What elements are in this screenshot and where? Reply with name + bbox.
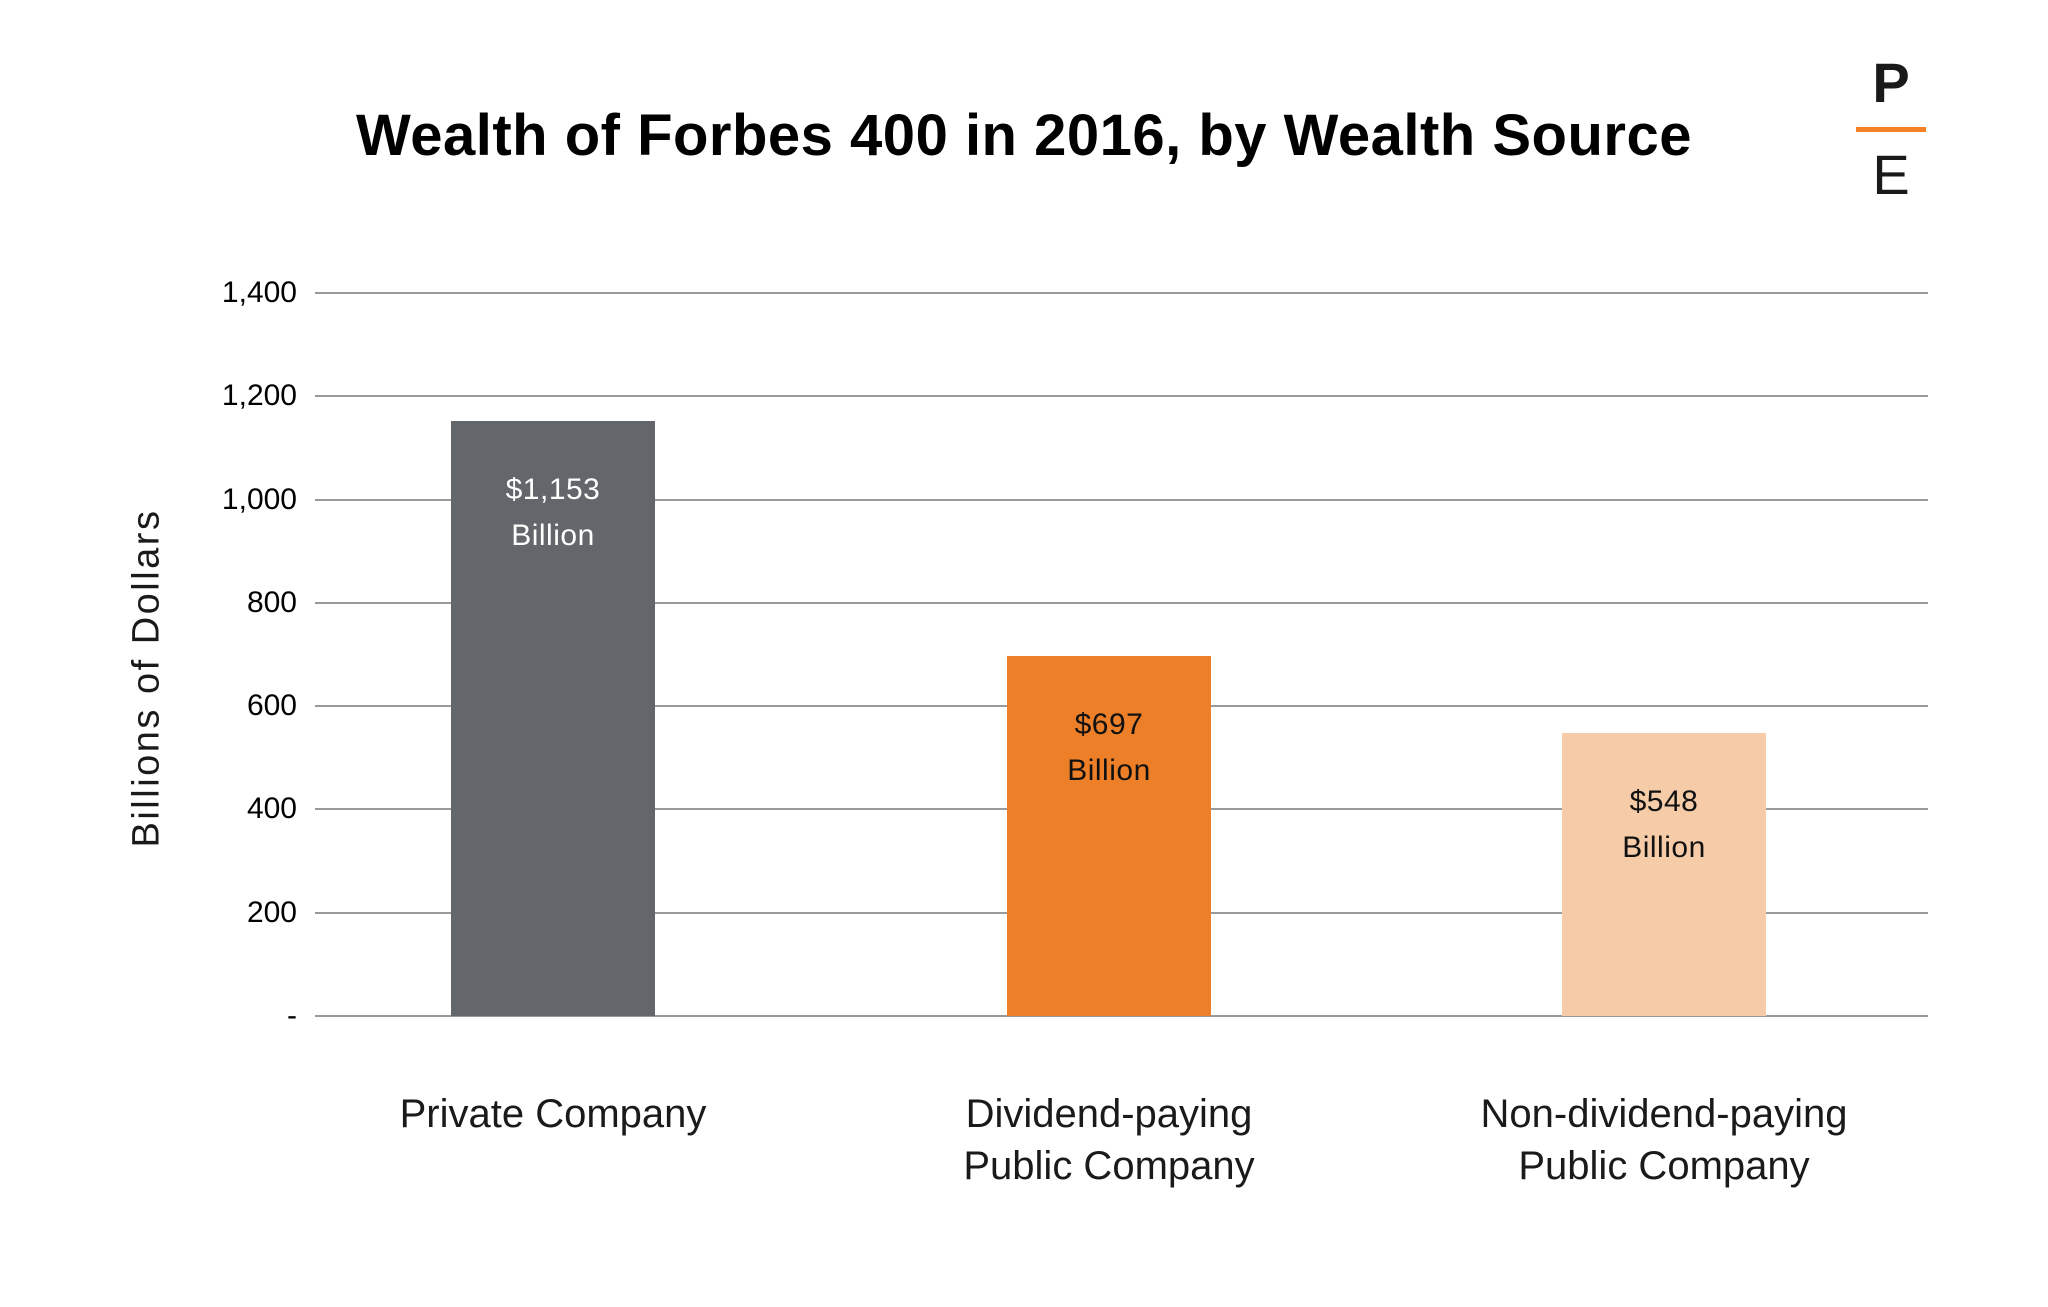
bar-unit-text: Billion	[511, 518, 595, 552]
bar-amount-text: $697	[1074, 708, 1144, 742]
gridline-y-1000	[315, 498, 1928, 501]
y-tick-label: 1,000	[221, 482, 297, 516]
gridline-y-1400	[315, 292, 1928, 294]
gridline-y-800	[315, 601, 1928, 604]
x-category-label-private-company: Private Company	[243, 1088, 863, 1140]
x-category-label-dividend-paying-public-company: Dividend-paying Public Company	[799, 1088, 1419, 1192]
x-category-label-non-dividend-paying-public-company: Non-dividend-paying Public Company	[1354, 1088, 1974, 1192]
y-tick-label: 600	[246, 689, 297, 723]
logo-letter-p: P	[1872, 51, 1910, 114]
gridline-y-1200	[315, 395, 1928, 398]
y-tick-label: -	[287, 999, 297, 1032]
x-category-label-line: Dividend-paying	[965, 1092, 1253, 1136]
x-category-label-line: Private Company	[399, 1092, 707, 1136]
bar-value-label: $697 Billion	[1007, 656, 1211, 794]
y-tick-label: 400	[246, 792, 297, 826]
y-tick-label: 1,400	[221, 276, 297, 309]
y-tick-label: 200	[246, 895, 297, 929]
chart-title: Wealth of Forbes 400 in 2016, by Wealth …	[356, 103, 1692, 168]
bar-dividend-paying-public-company: $697 Billion	[1007, 656, 1211, 1016]
bar-amount-text: $548	[1629, 784, 1699, 818]
bar-value-label: $1,153 Billion	[451, 421, 655, 559]
y-tick-label: 800	[246, 585, 297, 619]
gridline-y-0	[315, 1015, 1928, 1017]
bar-private-company: $1,153 Billion	[451, 420, 655, 1016]
bar-unit-text: Billion	[1622, 830, 1706, 864]
bar-amount-text: $1,153	[505, 472, 601, 506]
logo-orange-rule	[1856, 127, 1926, 132]
pe-logo: P E	[1843, 54, 1939, 204]
y-tick-label: 1,200	[221, 379, 297, 413]
bar-value-label: $548 Billion	[1562, 733, 1766, 871]
x-category-label-line: Public Company	[1518, 1144, 1810, 1188]
x-category-label-line: Public Company	[963, 1144, 1255, 1188]
bar-unit-text: Billion	[1067, 754, 1151, 788]
bar-non-dividend-paying-public-company: $548 Billion	[1562, 732, 1766, 1016]
logo-letter-e: E	[1872, 143, 1910, 206]
x-category-label-line: Non-dividend-paying	[1480, 1092, 1848, 1136]
